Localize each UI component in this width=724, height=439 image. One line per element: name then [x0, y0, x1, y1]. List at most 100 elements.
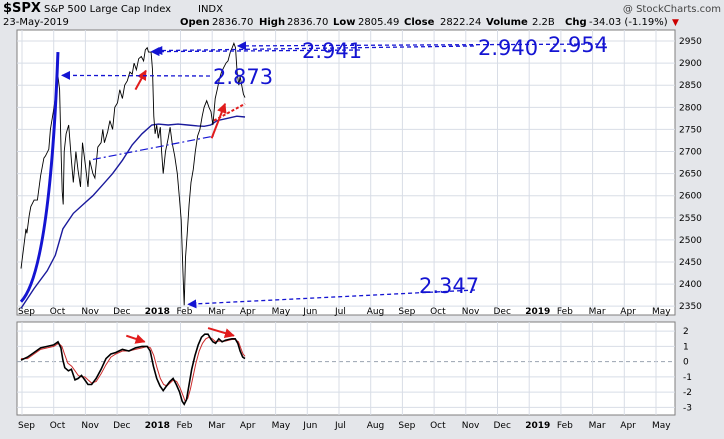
index-name: S&P 500 Large Cap Index: [44, 4, 171, 15]
price-x-tick: May: [652, 307, 671, 317]
peak-annotation-label: 2.873: [213, 65, 273, 89]
oscillator-x-axis: Sep Oct Nov Dec 2018 Feb Mar Apr May Jun Jul Aug Sep…: [18, 421, 671, 431]
price-x-tick: Nov: [81, 307, 99, 317]
oscillator-x-tick: May: [652, 421, 671, 431]
oscillator-x-tick: Sep: [398, 421, 415, 431]
price-line: [20, 42, 246, 306]
peak-annotation-label: 2.347: [419, 274, 479, 298]
price-x-tick: Nov: [462, 307, 480, 317]
price-x-tick: May: [272, 307, 291, 317]
oscillator-x-tick: Dec: [113, 421, 130, 431]
peak-annotation-label: 2.954: [548, 33, 608, 57]
chg-down-icon: ▼: [672, 18, 679, 28]
price-panel: [16, 29, 676, 316]
volume-label: Volume: [486, 17, 528, 28]
price-x-tick: Dec: [494, 307, 511, 317]
oscillator-x-tick: Dec: [494, 421, 511, 431]
oscillator-x-tick: Sep: [18, 421, 35, 431]
price-y-tick: 2850: [679, 81, 702, 91]
price-x-tick: Jul: [334, 307, 346, 317]
price-x-tick: 2019: [525, 307, 550, 317]
price-x-tick: Feb: [177, 307, 193, 317]
annotation-arrow: [61, 70, 211, 80]
oscillator-red-arrow: [125, 334, 146, 344]
price-y-tick: 2550: [679, 214, 702, 224]
high-value: 2836.70: [287, 17, 328, 28]
price-x-tick: Apr: [620, 307, 636, 317]
oscillator-line: [20, 333, 246, 406]
oscillator-x-tick: Mar: [208, 421, 225, 431]
close-value: 2822.24: [440, 17, 481, 28]
chg-label: Chg: [565, 17, 587, 28]
oscillator-x-tick: Mar: [589, 421, 606, 431]
volume-value: 2.2B: [532, 17, 555, 28]
open-value: 2836.70: [212, 17, 253, 28]
oscillator-y-tick: 0: [683, 358, 689, 368]
price-x-tick: Sep: [398, 307, 415, 317]
oscillator-x-tick: Feb: [177, 421, 193, 431]
oscillator-x-tick: Nov: [81, 421, 99, 431]
symbol-label: $SPX: [3, 1, 41, 16]
price-y-tick: 2900: [679, 59, 702, 69]
price-x-tick: Apr: [240, 307, 256, 317]
price-x-tick: Feb: [557, 307, 573, 317]
price-y-tick: 2800: [679, 103, 702, 113]
price-x-tick: 2018: [145, 307, 170, 317]
price-y-tick: 2600: [679, 192, 702, 202]
oscillator-x-tick: Oct: [50, 421, 66, 431]
open-label: Open: [180, 17, 210, 28]
oscillator-x-tick: Feb: [557, 421, 573, 431]
price-x-tick: Sep: [18, 307, 35, 317]
annotation-arrow: [187, 289, 476, 309]
chg-value: -34.03 (-1.19%): [589, 17, 668, 28]
oscillator-x-tick: 2019: [525, 421, 550, 431]
date-label: 23-May-2019: [3, 17, 69, 28]
price-parabolic-curve: [19, 52, 60, 303]
price-grid: [17, 30, 675, 315]
oscillator-y-tick: -2: [683, 388, 692, 398]
price-y-axis: 2350 2400 2450 2500 2550 2600 2650 2700 2750 2800…: [679, 37, 702, 312]
oscillator-grid: [17, 322, 675, 415]
price-y-tick: 2950: [679, 37, 702, 47]
price-x-tick: Oct: [430, 307, 446, 317]
price-y-tick: 2350: [679, 302, 702, 312]
oscillator-red-arrow: [207, 327, 235, 338]
oscillator-panel: [16, 321, 676, 416]
price-x-tick: Dec: [113, 307, 130, 317]
peak-annotation-label: 2.940: [478, 36, 538, 60]
price-y-tick: 2750: [679, 125, 702, 135]
price-y-tick: 2400: [679, 280, 702, 290]
oscillator-x-tick: May: [272, 421, 291, 431]
oscillator-x-tick: Aug: [367, 421, 385, 431]
price-x-tick: Aug: [367, 307, 385, 317]
annotation-arrow: [236, 41, 607, 51]
low-label: Low: [333, 17, 355, 28]
price-annotations: 2.873 2.941 2.940 2.954 2.347: [61, 33, 608, 309]
oscillator-x-tick: Apr: [620, 421, 636, 431]
oscillator-x-tick: Apr: [240, 421, 256, 431]
price-red-arrow: [134, 69, 147, 91]
price-trend-line: [92, 135, 215, 161]
price-drawn-lines: [19, 52, 246, 303]
price-x-tick: Oct: [50, 307, 66, 317]
price-red-arrow: [210, 102, 227, 139]
low-value: 2805.49: [358, 17, 399, 28]
price-x-tick: Jun: [302, 307, 317, 317]
price-y-tick: 2500: [679, 236, 702, 246]
high-label: High: [259, 17, 285, 28]
oscillator-y-tick: -3: [683, 403, 692, 413]
price-y-tick: 2650: [679, 170, 702, 180]
watermark: @ StockCharts.com: [623, 4, 721, 15]
price-y-tick: 2700: [679, 148, 702, 158]
exchange-label: INDX: [198, 4, 223, 15]
oscillator-x-tick: Nov: [462, 421, 480, 431]
price-x-tick: Mar: [208, 307, 225, 317]
moving-average-line: [20, 115, 246, 309]
price-x-axis: Sep Oct Nov Dec 2018 Feb Mar Apr May Jun Jul Aug Sep…: [18, 307, 671, 317]
oscillator-drawn-lines: [125, 327, 235, 344]
oscillator-x-tick: 2018: [145, 421, 170, 431]
close-label: Close: [404, 17, 435, 28]
chart-header: $SPX S&P 500 Large Cap Index INDX 23-May…: [3, 1, 721, 28]
